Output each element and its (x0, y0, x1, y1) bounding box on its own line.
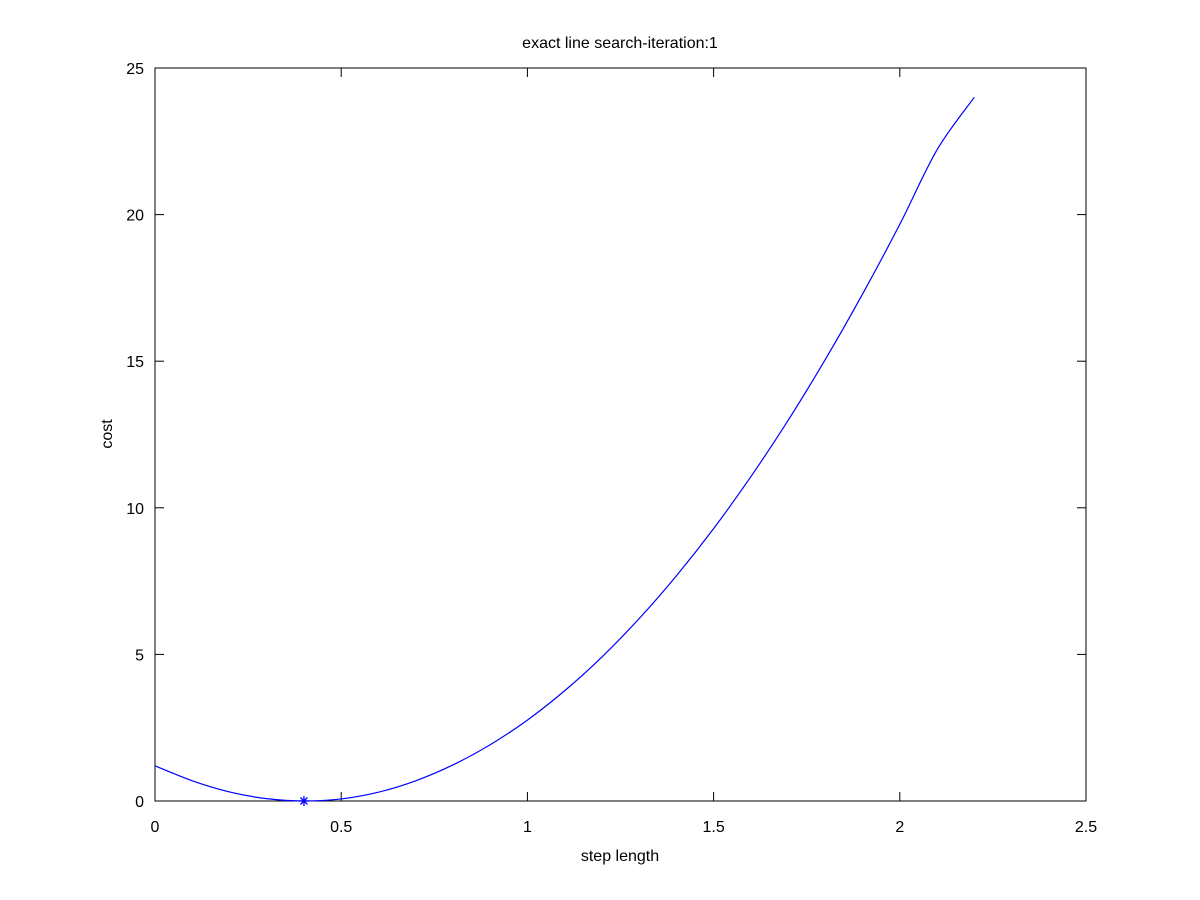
plot-area (154, 67, 1087, 802)
x-axis-label: step length (581, 848, 659, 865)
y-tick-label: 0 (135, 794, 144, 811)
y-tick-label: 15 (126, 354, 144, 371)
y-axis: 0 5 10 15 20 25 (126, 61, 1086, 811)
asterisk-marker-stroke (300, 797, 308, 805)
x-tick-label: 1 (523, 819, 532, 836)
x-tick-label: 2 (895, 819, 904, 836)
cost-curve-line (154, 96, 975, 802)
y-axis-label: cost (99, 419, 116, 449)
x-axis: 0 0.5 1 1.5 2 2.5 (151, 68, 1097, 836)
chart-title: exact line search-iteration:1 (522, 35, 718, 52)
x-tick-label: 0 (151, 819, 160, 836)
x-tick-label: 1.5 (702, 819, 724, 836)
x-tick-label: 2.5 (1075, 819, 1097, 836)
y-tick-label: 20 (126, 208, 144, 225)
x-tick-label: 0.5 (330, 819, 352, 836)
y-tick-label: 25 (126, 61, 144, 78)
y-tick-label: 5 (135, 647, 144, 664)
y-tick-label: 10 (126, 501, 144, 518)
minimum-marker (298, 796, 309, 806)
